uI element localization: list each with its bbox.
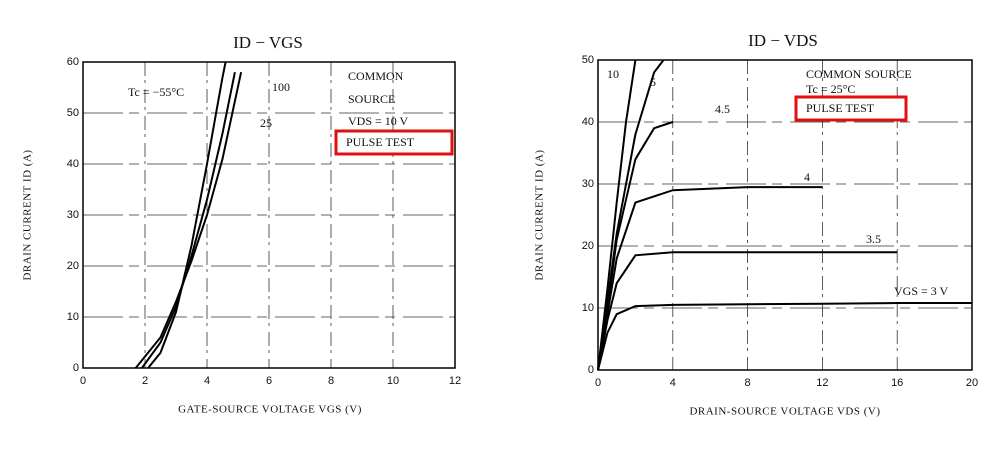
plot-frame <box>82 61 456 369</box>
annotation: SOURCE <box>348 92 395 106</box>
series-label: 4.5 <box>715 102 730 116</box>
y-axis-label: DRAIN CURRENT ID (A) <box>534 149 546 280</box>
plot-frame <box>597 59 973 371</box>
x-tick-label: 4 <box>670 377 676 389</box>
x-tick-label: 12 <box>449 375 461 387</box>
y-tick-label: 50 <box>67 107 79 119</box>
chart-title: ID − VDS <box>748 31 818 50</box>
data-line <box>597 251 898 371</box>
annotation: COMMON <box>348 69 404 83</box>
x-tick-label: 2 <box>142 375 148 387</box>
x-tick-label: 20 <box>966 377 978 389</box>
x-tick-label: 10 <box>387 375 399 387</box>
x-axis-label: GATE-SOURCE VOLTAGE VGS (V) <box>178 404 362 416</box>
data-line <box>597 186 823 371</box>
y-axis-label: DRAIN CURRENT ID (A) <box>22 149 34 280</box>
series-label: 4 <box>804 170 810 184</box>
x-tick-label: 16 <box>891 377 903 389</box>
y-tick-label: 40 <box>67 158 79 170</box>
series-label: Tc = −55°C <box>128 85 184 99</box>
y-tick-label: 30 <box>67 209 79 221</box>
series-label: 10 <box>607 67 619 81</box>
highlight-box <box>794 95 908 122</box>
annotation: PULSE TEST <box>346 135 415 149</box>
y-tick-label: 20 <box>582 240 594 252</box>
x-tick-label: 4 <box>204 375 210 387</box>
annotation: COMMON SOURCE <box>806 67 912 81</box>
series-label: 100 <box>272 80 290 94</box>
data-line <box>597 302 972 371</box>
annotation: Tc = 25°C <box>806 82 855 96</box>
series-label: VGS = 3 V <box>894 284 949 298</box>
x-tick-label: 0 <box>595 377 601 389</box>
data-line <box>147 61 227 369</box>
data-line <box>597 59 637 371</box>
series-label: 5 <box>650 75 656 89</box>
y-tick-label: 50 <box>582 54 594 66</box>
x-tick-label: 12 <box>816 377 828 389</box>
annotation: PULSE TEST <box>806 101 875 115</box>
x-axis-label: DRAIN-SOURCE VOLTAGE VDS (V) <box>689 406 880 418</box>
y-tick-label: 20 <box>67 260 79 272</box>
data-line <box>134 71 243 369</box>
series-label: 3.5 <box>866 232 881 246</box>
y-tick-label: 30 <box>582 178 594 190</box>
annotation: VDS = 10 V <box>348 114 409 128</box>
chart-title: ID − VGS <box>233 33 303 52</box>
y-tick-label: 0 <box>588 364 594 376</box>
y-tick-label: 10 <box>582 302 594 314</box>
y-tick-label: 40 <box>582 116 594 128</box>
series-label: 25 <box>260 116 272 130</box>
data-line <box>141 72 236 369</box>
y-tick-label: 0 <box>73 362 79 374</box>
x-tick-label: 8 <box>745 377 751 389</box>
x-tick-label: 6 <box>266 375 272 387</box>
y-tick-label: 10 <box>67 311 79 323</box>
x-tick-label: 8 <box>328 375 334 387</box>
highlight-box <box>334 129 454 156</box>
y-tick-label: 60 <box>67 56 79 68</box>
x-tick-label: 0 <box>80 375 86 387</box>
